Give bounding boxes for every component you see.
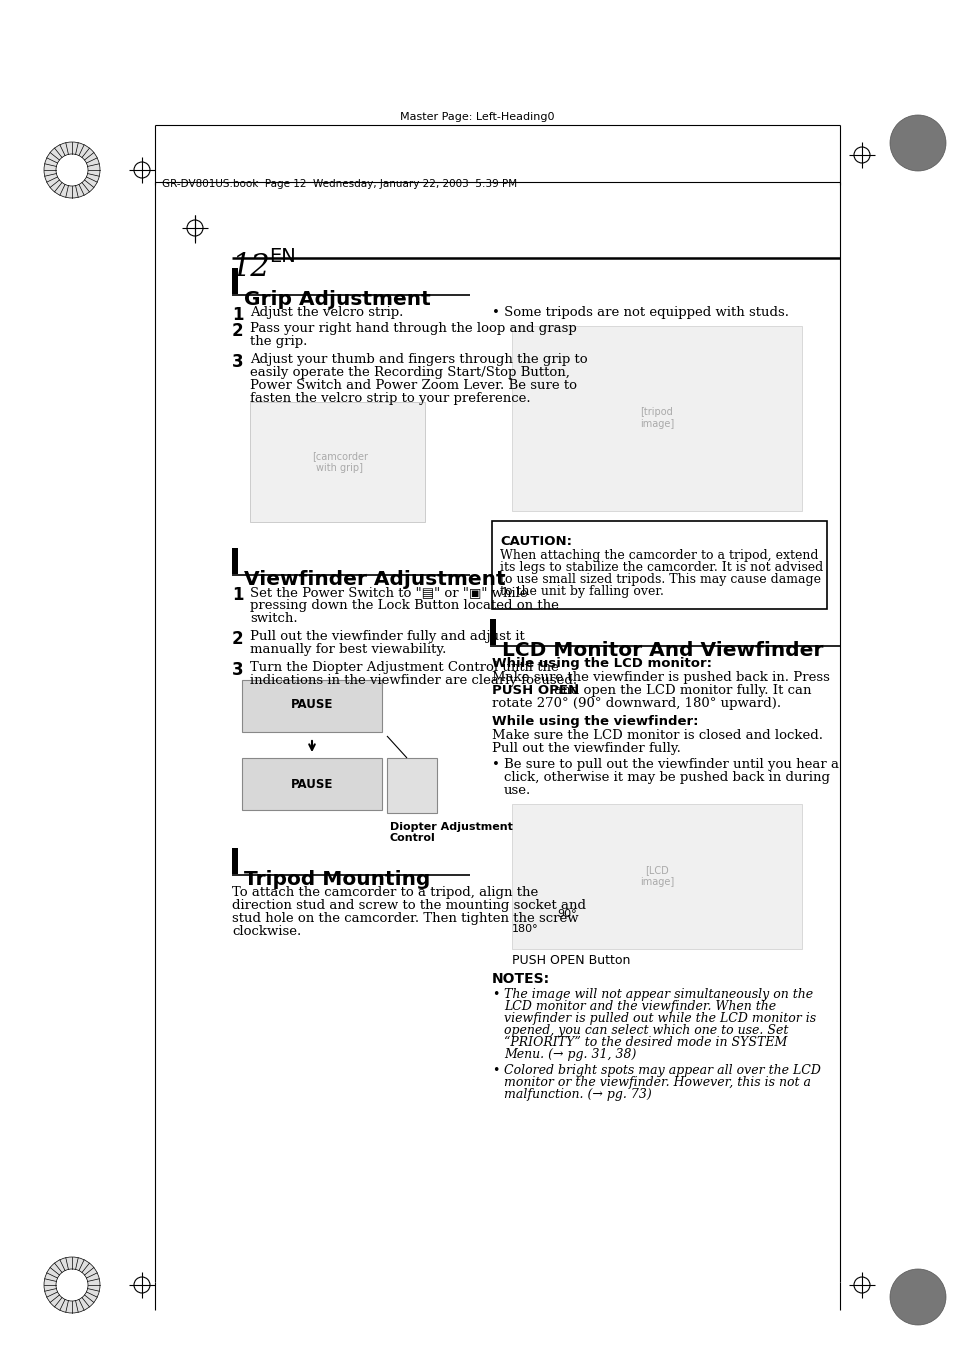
Text: [LCD
image]: [LCD image]	[639, 865, 674, 886]
Text: PUSH OPEN: PUSH OPEN	[492, 684, 578, 697]
Text: 2: 2	[232, 630, 243, 648]
Text: Adjust your thumb and fingers through the grip to: Adjust your thumb and fingers through th…	[250, 353, 587, 366]
Text: direction stud and screw to the mounting socket and: direction stud and screw to the mounting…	[232, 898, 585, 912]
Text: PAUSE: PAUSE	[291, 777, 333, 790]
Text: 12: 12	[232, 253, 271, 282]
Text: [tripod
image]: [tripod image]	[639, 407, 674, 428]
Text: Diopter Adjustment: Diopter Adjustment	[390, 821, 513, 832]
Text: •: •	[492, 1065, 498, 1077]
Text: viewfinder is pulled out while the LCD monitor is: viewfinder is pulled out while the LCD m…	[503, 1012, 815, 1025]
Bar	[490, 619, 496, 644]
Bar	[242, 680, 381, 732]
Circle shape	[44, 1256, 100, 1313]
Text: Turn the Diopter Adjustment Control until the: Turn the Diopter Adjustment Control unti…	[250, 661, 558, 674]
Bar	[512, 326, 801, 511]
Text: Tripod Mounting: Tripod Mounting	[244, 870, 430, 889]
Text: pressing down the Lock Button located on the: pressing down the Lock Button located on…	[250, 598, 558, 612]
Text: [camcorder
with grip]: [camcorder with grip]	[312, 451, 368, 473]
Bar	[250, 403, 424, 521]
Text: 2: 2	[232, 322, 243, 340]
Text: Make sure the viewfinder is pushed back in. Press: Make sure the viewfinder is pushed back …	[492, 671, 829, 684]
Text: Pull out the viewfinder fully and adjust it: Pull out the viewfinder fully and adjust…	[250, 630, 524, 643]
Text: 180°: 180°	[512, 924, 538, 934]
Text: Make sure the LCD monitor is closed and locked.: Make sure the LCD monitor is closed and …	[492, 730, 822, 742]
Text: PAUSE: PAUSE	[291, 697, 333, 711]
Text: Master Page: Left-Heading0: Master Page: Left-Heading0	[399, 112, 554, 122]
Text: The image will not appear simultaneously on the: The image will not appear simultaneously…	[503, 988, 812, 1001]
Text: While using the LCD monitor:: While using the LCD monitor:	[492, 657, 711, 670]
Bar	[512, 804, 801, 948]
Text: •: •	[492, 758, 499, 771]
Text: While using the viewfinder:: While using the viewfinder:	[492, 715, 698, 728]
Text: EN: EN	[269, 247, 295, 266]
Text: NOTES:: NOTES:	[492, 971, 550, 986]
Bar	[242, 758, 381, 811]
Text: GR-DV801US.book  Page 12  Wednesday, January 22, 2003  5:39 PM: GR-DV801US.book Page 12 Wednesday, Janua…	[162, 178, 517, 189]
Text: • Some tripods are not equipped with studs.: • Some tripods are not equipped with stu…	[492, 305, 788, 319]
Text: CAUTION:: CAUTION:	[499, 535, 572, 549]
Text: 1: 1	[232, 586, 243, 604]
Text: Power Switch and Power Zoom Lever. Be sure to: Power Switch and Power Zoom Lever. Be su…	[250, 380, 577, 392]
Text: clockwise.: clockwise.	[232, 925, 301, 938]
Text: malfunction. (→ pg. 73): malfunction. (→ pg. 73)	[503, 1088, 651, 1101]
Text: and open the LCD monitor fully. It can: and open the LCD monitor fully. It can	[550, 684, 811, 697]
Text: stud hole on the camcorder. Then tighten the screw: stud hole on the camcorder. Then tighten…	[232, 912, 578, 925]
Text: the grip.: the grip.	[250, 335, 307, 349]
Text: Be sure to pull out the viewfinder until you hear a: Be sure to pull out the viewfinder until…	[503, 758, 838, 771]
Text: 3: 3	[232, 661, 243, 680]
Text: Colored bright spots may appear all over the LCD: Colored bright spots may appear all over…	[503, 1065, 820, 1077]
Text: its legs to stabilize the camcorder. It is not advised: its legs to stabilize the camcorder. It …	[499, 561, 822, 574]
Text: Set the Power Switch to "▤" or "▣" while: Set the Power Switch to "▤" or "▣" while	[250, 586, 527, 598]
Text: LCD Monitor And Viewfinder: LCD Monitor And Viewfinder	[501, 640, 822, 661]
Circle shape	[44, 142, 100, 199]
Text: To attach the camcorder to a tripod, align the: To attach the camcorder to a tripod, ali…	[232, 886, 537, 898]
Text: manually for best viewability.: manually for best viewability.	[250, 643, 446, 657]
Bar	[492, 521, 826, 609]
Text: to use small sized tripods. This may cause damage: to use small sized tripods. This may cau…	[499, 573, 821, 586]
Circle shape	[889, 1269, 945, 1325]
Circle shape	[56, 1269, 88, 1301]
Text: 90°: 90°	[557, 909, 576, 919]
Text: 1: 1	[232, 305, 243, 324]
Text: to the unit by falling over.: to the unit by falling over.	[499, 585, 663, 598]
Text: use.: use.	[503, 784, 531, 797]
Circle shape	[56, 154, 88, 186]
Text: monitor or the viewfinder. However, this is not a: monitor or the viewfinder. However, this…	[503, 1075, 810, 1089]
Bar	[232, 267, 237, 295]
Text: Pull out the viewfinder fully.: Pull out the viewfinder fully.	[492, 742, 680, 755]
Text: •: •	[492, 988, 498, 1001]
Text: click, otherwise it may be pushed back in during: click, otherwise it may be pushed back i…	[503, 771, 829, 784]
Text: Menu. (→ pg. 31, 38): Menu. (→ pg. 31, 38)	[503, 1048, 636, 1061]
Text: Pass your right hand through the loop and grasp: Pass your right hand through the loop an…	[250, 322, 577, 335]
Bar	[387, 758, 436, 813]
Text: switch.: switch.	[250, 612, 297, 626]
Bar	[232, 848, 237, 874]
Text: When attaching the camcorder to a tripod, extend: When attaching the camcorder to a tripod…	[499, 549, 818, 562]
Bar	[232, 549, 237, 574]
Circle shape	[889, 115, 945, 172]
Text: easily operate the Recording Start/Stop Button,: easily operate the Recording Start/Stop …	[250, 366, 569, 380]
Text: Control: Control	[390, 834, 436, 843]
Text: 3: 3	[232, 353, 243, 372]
Text: Adjust the velcro strip.: Adjust the velcro strip.	[250, 305, 403, 319]
Text: indications in the viewfinder are clearly focused.: indications in the viewfinder are clearl…	[250, 674, 577, 688]
Text: opened, you can select which one to use. Set: opened, you can select which one to use.…	[503, 1024, 787, 1038]
Text: “PRIORITY” to the desired mode in SYSTEM: “PRIORITY” to the desired mode in SYSTEM	[503, 1036, 786, 1048]
Text: Grip Adjustment: Grip Adjustment	[244, 290, 431, 309]
Text: LCD monitor and the viewfinder. When the: LCD monitor and the viewfinder. When the	[503, 1000, 776, 1013]
Text: Viewfinder Adjustment: Viewfinder Adjustment	[244, 570, 505, 589]
Text: rotate 270° (90° downward, 180° upward).: rotate 270° (90° downward, 180° upward).	[492, 697, 781, 711]
Text: PUSH OPEN Button: PUSH OPEN Button	[512, 954, 630, 967]
Text: fasten the velcro strip to your preference.: fasten the velcro strip to your preferen…	[250, 392, 530, 405]
